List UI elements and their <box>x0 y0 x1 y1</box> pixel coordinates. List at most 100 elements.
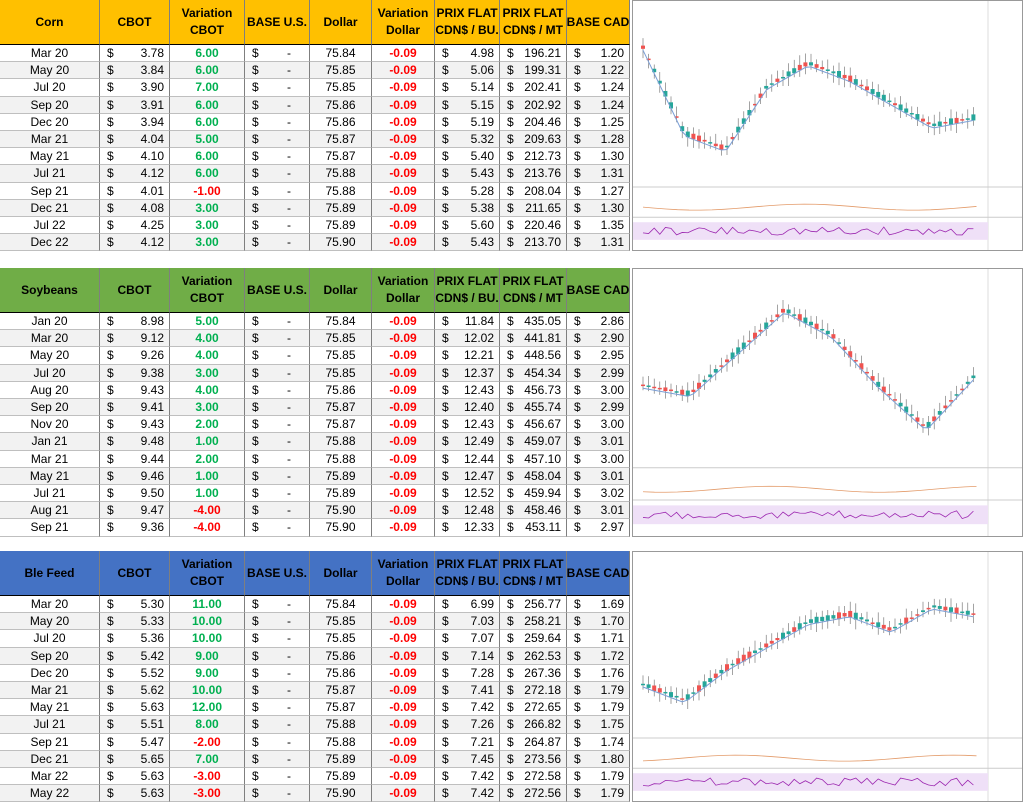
currency-symbol: $ <box>507 114 514 129</box>
table-cell: $1.74 <box>567 733 630 751</box>
cell-value: 1.79 <box>600 683 624 697</box>
cell-value: -0.09 <box>389 451 417 466</box>
header-text: Corn <box>35 14 64 29</box>
cell-value: - <box>287 786 291 801</box>
chart-shape <box>937 411 942 415</box>
cell-value: 10.00 <box>191 631 223 646</box>
chart-shape <box>870 376 875 381</box>
chart-shape <box>803 62 808 67</box>
cell-value: 1.71 <box>600 631 624 646</box>
header-text: BASE CAD <box>567 282 630 297</box>
price-table: Soybeans CBOT Variation CBOT BASE U.S. Dollar… <box>0 268 631 537</box>
chart-shape <box>926 421 931 428</box>
table-cell: 75.85 <box>310 364 372 382</box>
table-cell: $3.01 <box>567 433 630 451</box>
table-cell: $ - <box>245 733 310 751</box>
cell-value: 3.84 <box>140 63 164 78</box>
table-cell: $ - <box>245 682 310 700</box>
currency-symbol: $ <box>574 46 581 60</box>
currency-symbol: $ <box>442 114 449 129</box>
table-cell: $459.07 <box>500 433 567 451</box>
chart-shape <box>725 664 729 672</box>
cell-value: 1.24 <box>600 97 624 112</box>
table-cell: 75.89 <box>310 485 372 503</box>
cell-value: 2.97 <box>600 520 624 535</box>
table-cell: 75.86 <box>310 381 372 399</box>
cell-value: - <box>287 486 291 500</box>
cell-value: - <box>287 149 291 164</box>
table-cell: 75.85 <box>310 613 372 631</box>
table-cell: 75.87 <box>310 682 372 700</box>
chart-shape <box>674 695 679 698</box>
chart-shape <box>641 384 645 387</box>
table-cell: $1.20 <box>567 45 630 63</box>
table-cell: $3.00 <box>567 450 630 468</box>
table-cell: $456.73 <box>500 381 567 399</box>
table-cell: $5.32 <box>435 131 500 149</box>
cell-value: 4.98 <box>470 46 494 60</box>
cell-value: 209.63 <box>524 132 561 146</box>
cell-value: 12.40 <box>463 400 494 414</box>
cell-value: 12.44 <box>463 451 494 466</box>
table-cell: 75.89 <box>310 217 372 235</box>
table-cell: Mar 20 <box>0 330 100 348</box>
table-cell: $ - <box>245 199 310 217</box>
currency-symbol: $ <box>507 451 514 466</box>
table-cell: $4.12 <box>100 165 170 183</box>
header-text: BASE U.S. <box>246 14 307 29</box>
table-cell: Mar 20 <box>0 45 100 63</box>
cell-value: 6.00 <box>195 63 219 78</box>
table-cell: $7.42 <box>435 699 500 717</box>
currency-symbol: $ <box>442 80 449 95</box>
cell-value: - <box>287 683 291 697</box>
cell-value: 435.05 <box>524 314 561 328</box>
cell-value: 12.47 <box>463 468 494 483</box>
currency-symbol: $ <box>442 451 449 466</box>
cell-value: 12.48 <box>463 503 494 518</box>
cell-value: - <box>287 451 291 466</box>
chart-shape <box>937 606 942 609</box>
cell-value: 75.88 <box>325 183 356 198</box>
cell-value: 75.89 <box>325 769 356 783</box>
table-cell: $1.30 <box>567 148 630 166</box>
cell-value: Mar 22 <box>30 769 69 783</box>
table-cell: Jan 21 <box>0 433 100 451</box>
cell-value: 273.56 <box>524 751 561 766</box>
cell-value: 12.43 <box>463 382 494 397</box>
cell-value: 9.43 <box>140 382 164 397</box>
currency-symbol: $ <box>574 451 581 466</box>
table-cell: -0.09 <box>372 330 435 348</box>
currency-symbol: $ <box>442 166 449 181</box>
table-cell: 75.85 <box>310 630 372 648</box>
table-cell: $7.45 <box>435 750 500 768</box>
currency-symbol: $ <box>442 149 449 164</box>
table-cell: 75.84 <box>310 313 372 331</box>
currency-symbol: $ <box>252 183 259 198</box>
price-table: Ble Feed CBOT Variation CBOT BASE U.S. Dollar… <box>0 551 631 803</box>
table-cell: -0.09 <box>372 485 435 503</box>
table-cell: Mar 21 <box>0 682 100 700</box>
chart-shape <box>792 68 797 74</box>
cell-value: 75.90 <box>325 520 356 535</box>
cell-value: 212.73 <box>524 149 561 164</box>
chart-shape <box>730 136 735 140</box>
cell-value: -0.09 <box>389 400 417 414</box>
cell-value: 75.88 <box>325 717 356 732</box>
table-cell: $3.91 <box>100 96 170 114</box>
cell-value: 2.99 <box>600 400 624 414</box>
cell-value: 75.90 <box>325 503 356 518</box>
table-cell: $5.06 <box>435 62 500 80</box>
table-cell: 6.00 <box>170 113 245 131</box>
table-cell: 75.87 <box>310 148 372 166</box>
cell-value: 75.86 <box>325 114 356 129</box>
table-cell: $204.46 <box>500 113 567 131</box>
currency-symbol: $ <box>507 348 514 363</box>
table-cell: $9.43 <box>100 381 170 399</box>
chart-shape <box>893 103 897 106</box>
currency-symbol: $ <box>442 97 449 112</box>
currency-symbol: $ <box>252 451 259 466</box>
table-cell: -0.09 <box>372 768 435 786</box>
cell-value: Sep 20 <box>30 648 69 663</box>
chart-shape <box>642 510 974 520</box>
cell-value: -3.00 <box>193 769 221 783</box>
